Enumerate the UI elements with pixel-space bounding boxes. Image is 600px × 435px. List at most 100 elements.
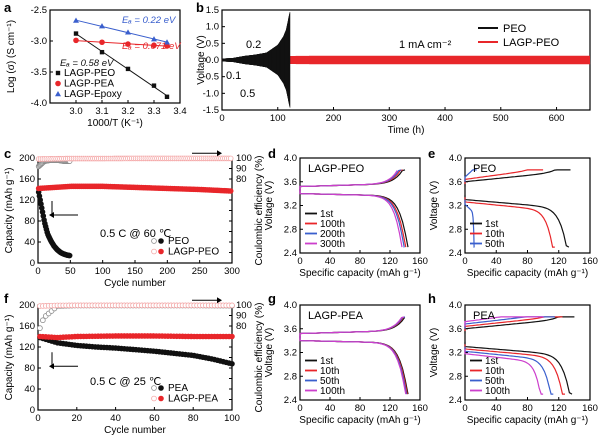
y-tick-label-f: 40 <box>24 384 35 395</box>
data-point-a-lagp-peo <box>151 83 157 88</box>
x-tick-label-c: 300 <box>224 266 240 277</box>
legend-label-c-1: LAGP-PEO <box>168 247 219 258</box>
legend-label-g-0: 1st <box>320 356 334 367</box>
y-axis-label-f: Capacity (mAh g⁻¹) <box>4 315 15 401</box>
legend-label-e-1: 10th <box>485 229 504 240</box>
plot-frame-a <box>49 9 181 104</box>
annotation-b-2: 0.5 <box>240 88 255 100</box>
x-axis-label-h: Specific capacity (mAh g⁻¹) <box>467 415 588 426</box>
legend-label-h-2: 50th <box>485 376 504 387</box>
y-tick-label-b: 0.0 <box>206 55 219 66</box>
y-tick-label-d: 2.4 <box>284 248 297 259</box>
y-axis-label-g: Voltage (V) <box>264 328 275 377</box>
y-tick-label-d: 4.0 <box>284 153 297 164</box>
arrowhead-left-c <box>49 212 54 219</box>
x-tick-label-f: 100 <box>224 413 240 424</box>
annotation-a-1: Eₐ = 0.071 eV <box>122 41 182 52</box>
charge-curve-g-100th <box>299 316 405 339</box>
panel-letter-e: e <box>428 146 435 161</box>
data-point-a-lagp-epoxy <box>151 36 157 42</box>
y-tick-label-e: 4.0 <box>449 153 462 164</box>
x-tick-label-a: 3.2 <box>121 106 134 117</box>
y-tick-label-h: 2.4 <box>449 395 462 406</box>
x-tick-label-d: 120 <box>382 256 398 267</box>
x-tick-label-h: 160 <box>582 403 598 414</box>
x-axis-label-e: Specific capacity (mAh g⁻¹) <box>467 268 588 279</box>
y-tick-label-b: 1.0 <box>206 22 219 33</box>
legend-label-e-2: 50th <box>485 239 504 250</box>
data-point-f-pea-capacity <box>229 360 235 367</box>
panel-title-d: LAGP-PEO <box>308 163 365 175</box>
y-tick-label-c: 80 <box>24 216 35 227</box>
y-tick-label-c: 40 <box>24 237 35 248</box>
y-tick-label-b: 1.5 <box>206 5 219 16</box>
y-tick-label-g: 4.0 <box>284 300 297 311</box>
annotation-b-1: 0.2 <box>246 39 261 51</box>
data-point-f-lagp-pea-efficiency <box>229 302 235 309</box>
arrowhead-right-c <box>217 150 222 157</box>
x-tick-label-b: 300 <box>381 113 397 124</box>
legend-label-a-1: LAGP-PEA <box>64 79 114 90</box>
arrowhead-right-f <box>217 297 222 304</box>
legend-label-f-1: LAGP-PEA <box>168 394 218 405</box>
y-tick-label-h: 3.2 <box>449 348 462 359</box>
x-tick-label-b: 500 <box>493 113 509 124</box>
y-tick-label-h: 4.0 <box>449 300 462 311</box>
x-tick-label-d: 160 <box>412 256 428 267</box>
charge-curve-d-300th <box>299 170 398 192</box>
y-tick-label-d: 2.8 <box>284 224 297 235</box>
panel-letter-h: h <box>428 291 436 306</box>
x-tick-label-e: 0 <box>462 256 467 267</box>
legend-label-a-0: LAGP-PEO <box>64 68 115 79</box>
panel-letter-g: g <box>268 291 276 306</box>
legend-label-d-1: 100th <box>320 219 345 230</box>
y2-axis-label-c: Coulombic efficiency (%) <box>254 156 265 266</box>
discharge-curve-g-10th <box>299 335 408 395</box>
discharge-curve-g-50th <box>299 335 408 395</box>
legend-label-g-2: 50th <box>320 376 339 387</box>
y-axis-label-e: Voltage (V) <box>429 181 440 230</box>
panel-letter-d: d <box>268 146 276 161</box>
x-tick-label-c: 50 <box>65 266 76 277</box>
y-tick-label-c: 160 <box>19 174 35 185</box>
annotation-b-0: 0.1 <box>226 70 241 82</box>
y-tick-label-a: -3.5 <box>31 67 47 78</box>
y-tick-label-f: 200 <box>19 300 35 311</box>
legend-marker-eff-f-1 <box>151 395 157 402</box>
legend-label-f-0: PEA <box>168 383 188 394</box>
arrow-left-f <box>51 352 78 367</box>
discharge-curve-e-1st <box>464 194 570 248</box>
y-tick-label-f: 80 <box>24 363 35 374</box>
data-point-c-lagp-peo-efficiency <box>227 155 234 162</box>
panel-title-h: PEA <box>473 310 496 322</box>
legend-label-h-3: 100th <box>485 386 510 397</box>
y-tick-label-b: 0.5 <box>206 38 219 49</box>
legend-label-g-1: 10th <box>320 366 339 377</box>
x-tick-label-c: 150 <box>127 266 143 277</box>
panel-letter-b: b <box>196 0 204 15</box>
legend-label-b-0: PEO <box>503 23 527 35</box>
legend-marker-cap-f-0 <box>158 385 164 391</box>
data-point-a-lagp-pea <box>151 42 157 49</box>
y-tick-label-e: 3.2 <box>449 201 462 212</box>
discharge-curve-h-50th <box>464 346 554 395</box>
y-tick-label-c: 200 <box>19 153 35 164</box>
x-axis-label-b: Time (h) <box>388 125 425 136</box>
y-tick-label-f: 0 <box>30 405 35 416</box>
x-tick-label-a: 3.0 <box>69 106 82 117</box>
x-tick-label-d: 80 <box>355 256 366 267</box>
discharge-curve-e-10th <box>464 197 555 248</box>
x-tick-label-e: 120 <box>551 256 567 267</box>
discharge-curve-d-1st <box>299 188 409 248</box>
charge-curve-e-1st <box>464 169 571 187</box>
x-axis-label-g: Specific capacity (mAh g⁻¹) <box>299 415 420 426</box>
x-tick-label-e: 40 <box>491 256 502 267</box>
legend-marker-a-2 <box>55 91 61 97</box>
y-tick-label-g: 2.4 <box>284 395 297 406</box>
x-tick-label-b: 200 <box>326 113 342 124</box>
data-point-a-lagp-epoxy <box>164 39 170 45</box>
y-tick-label-e: 2.8 <box>449 224 462 235</box>
legend-label-g-3: 100th <box>320 386 345 397</box>
y-tick-label-a: -3.0 <box>31 36 47 47</box>
y-tick-label-h: 3.6 <box>449 324 462 335</box>
